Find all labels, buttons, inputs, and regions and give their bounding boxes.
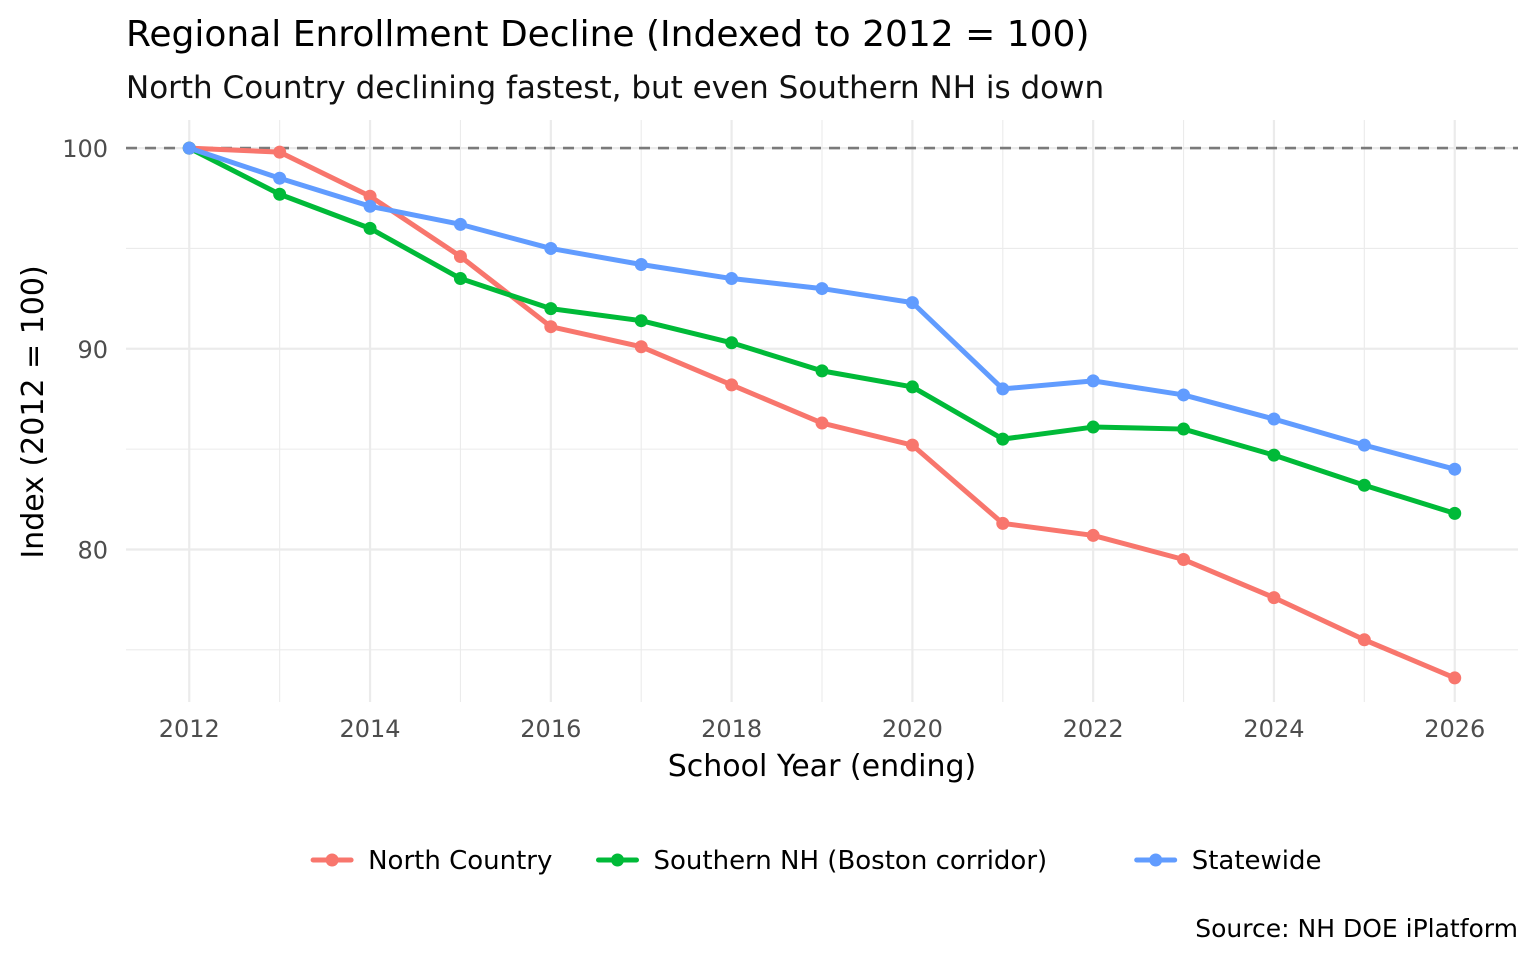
data-point [905, 296, 919, 310]
legend-label: Statewide [1192, 846, 1322, 876]
data-point [815, 282, 829, 296]
x-tick-label: 2020 [882, 715, 943, 743]
data-point [725, 272, 739, 286]
chart-title: Regional Enrollment Decline (Indexed to … [126, 14, 1090, 55]
data-point [1086, 420, 1100, 434]
x-tick-label: 2022 [1063, 715, 1124, 743]
data-point [1357, 438, 1371, 452]
data-point [273, 171, 287, 185]
legend-label: Southern NH (Boston corridor) [654, 846, 1048, 876]
grid-minor [126, 120, 1518, 702]
data-point [1267, 591, 1281, 605]
y-tick-label: 100 [62, 135, 108, 163]
data-point [1357, 633, 1371, 647]
data-point [634, 257, 648, 271]
chart-caption: Source: NH DOE iPlatform [1195, 914, 1518, 943]
series-statewide [182, 141, 1462, 476]
x-tick-label: 2018 [701, 715, 762, 743]
data-point [725, 378, 739, 392]
x-axis-title: School Year (ending) [668, 749, 977, 784]
data-point [996, 516, 1010, 530]
y-tick-label: 80 [77, 536, 108, 564]
data-point [363, 221, 377, 235]
x-tick-label: 2014 [340, 715, 401, 743]
data-point [725, 336, 739, 350]
data-point [544, 320, 558, 334]
data-point [363, 199, 377, 213]
data-point [905, 438, 919, 452]
legend-item: Southern NH (Boston corridor) [596, 846, 1048, 876]
legend-label: North Country [368, 846, 552, 876]
data-point [1448, 506, 1462, 520]
legend-item: North Country [310, 846, 552, 876]
y-axis-title: Index (2012 = 100) [16, 265, 51, 558]
data-point [1177, 422, 1191, 436]
data-point [996, 432, 1010, 446]
data-point [1177, 388, 1191, 402]
data-point [815, 364, 829, 378]
x-axis-ticks: 2012 2014 2016 2018 2020 2022 2024 2026 [159, 715, 1486, 743]
data-point [453, 249, 467, 263]
data-point [363, 189, 377, 203]
legend-key-point [325, 853, 339, 867]
data-point [1448, 462, 1462, 476]
x-tick-label: 2016 [520, 715, 581, 743]
data-point [273, 145, 287, 159]
data-point [1357, 478, 1371, 492]
chart-subtitle: North Country declining fastest, but eve… [126, 70, 1104, 106]
data-point [1086, 374, 1100, 388]
data-point [634, 340, 648, 354]
series-layer [182, 141, 1462, 685]
legend: North Country Southern NH (Boston corrido… [310, 846, 1322, 876]
legend-key-point [1149, 853, 1163, 867]
series-southern-nh-boston-corridor [182, 141, 1462, 520]
data-point [634, 314, 648, 328]
legend-item: Statewide [1134, 846, 1322, 876]
data-point [182, 141, 196, 155]
data-point [1267, 448, 1281, 462]
data-point [1086, 528, 1100, 542]
legend-key-point [611, 853, 624, 867]
data-point [1177, 553, 1191, 567]
data-point [453, 217, 467, 231]
x-tick-label: 2012 [159, 715, 220, 743]
x-tick-label: 2026 [1424, 715, 1485, 743]
data-point [544, 302, 558, 316]
data-point [453, 272, 467, 286]
y-tick-label: 90 [77, 336, 108, 364]
data-point [815, 416, 829, 430]
data-point [1267, 412, 1281, 426]
x-tick-label: 2024 [1243, 715, 1304, 743]
data-point [1448, 671, 1462, 685]
data-point [996, 382, 1010, 396]
data-point [544, 241, 558, 255]
data-point [905, 380, 919, 394]
y-axis-ticks: 80 90 100 [62, 135, 108, 564]
data-point [273, 187, 287, 201]
